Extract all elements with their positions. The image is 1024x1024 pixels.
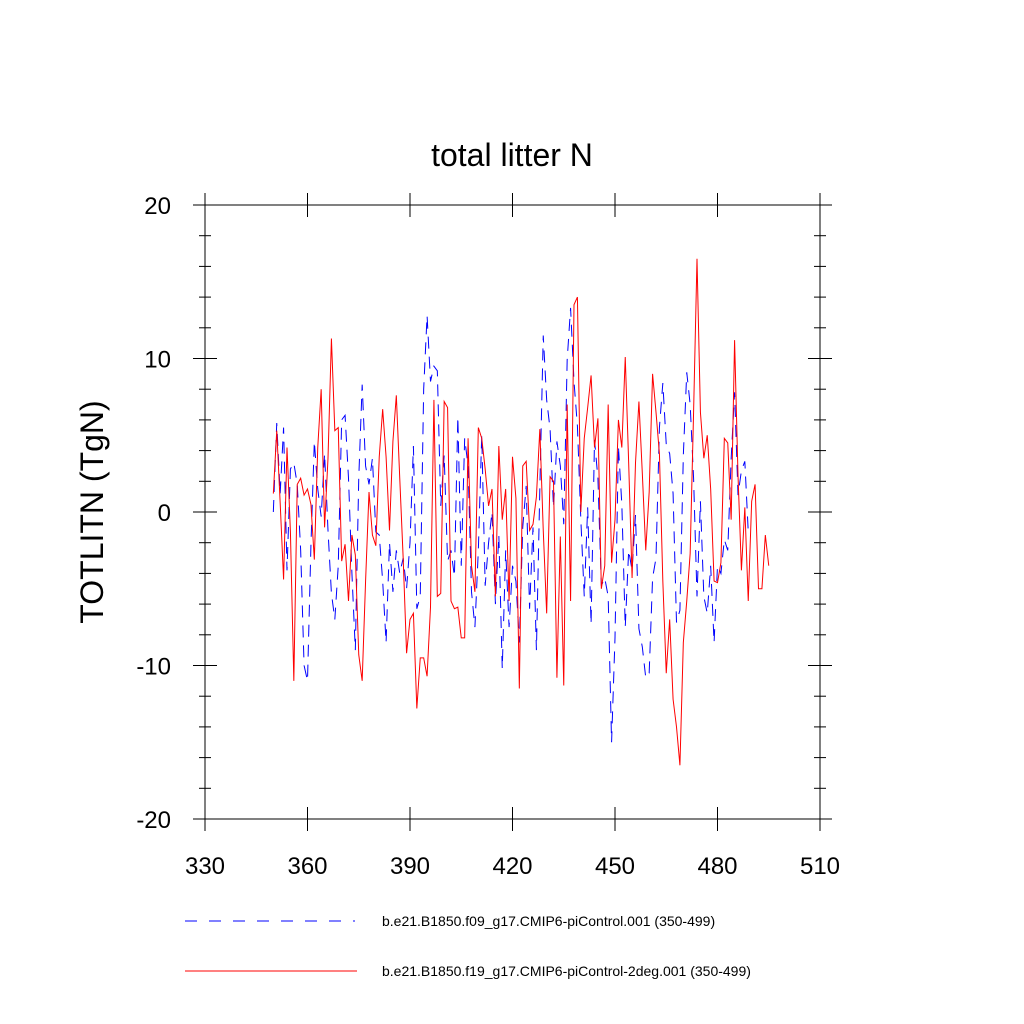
tick-marks bbox=[193, 193, 832, 831]
series-line-1 bbox=[272, 307, 749, 743]
x-tick-label: 390 bbox=[390, 853, 430, 880]
chart-title: total litter N bbox=[431, 137, 593, 173]
series-layer bbox=[272, 258, 770, 766]
legend-label-series-2: b.e21.B1850.f19_g17.CMIP6-piControl-2deg… bbox=[382, 963, 751, 979]
x-tick-label: 480 bbox=[697, 853, 737, 880]
x-tick-label: 330 bbox=[185, 853, 225, 880]
y-tick-label: 0 bbox=[158, 500, 171, 527]
x-tick-labels: 330 360 390 420 450 480 510 bbox=[185, 853, 840, 880]
y-tick-label: 20 bbox=[144, 193, 171, 220]
x-tick-label: 360 bbox=[287, 853, 327, 880]
plot-area: 330 360 390 420 450 480 510 -20 -10 0 10 20 bbox=[136, 193, 840, 880]
y-tick-label: -20 bbox=[136, 807, 171, 834]
y-tick-label: -10 bbox=[136, 654, 171, 681]
x-tick-label: 510 bbox=[800, 853, 840, 880]
y-axis-label: TOTLITN (TgN) bbox=[74, 400, 110, 623]
series-line-2 bbox=[272, 258, 770, 766]
y-tick-labels: -20 -10 0 10 20 bbox=[136, 193, 171, 834]
x-tick-label: 420 bbox=[492, 853, 532, 880]
legend-label-series-1: b.e21.B1850.f09_g17.CMIP6-piControl.001 … bbox=[382, 913, 715, 929]
x-tick-label: 450 bbox=[595, 853, 635, 880]
legend: b.e21.B1850.f09_g17.CMIP6-piControl.001 … bbox=[185, 913, 751, 979]
y-tick-label: 10 bbox=[144, 347, 171, 374]
